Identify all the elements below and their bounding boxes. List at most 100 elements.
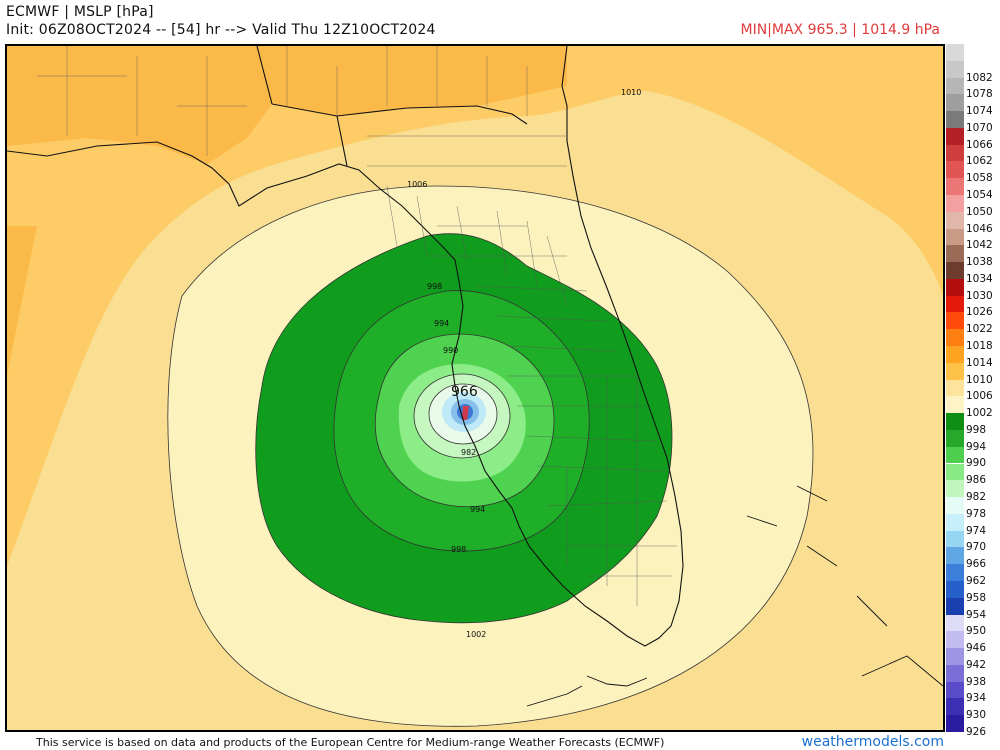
legend-swatch (946, 77, 964, 95)
legend-entry: 994 (946, 429, 1000, 452)
legend-entry: 982 (946, 480, 1000, 503)
legend-swatch (946, 144, 964, 162)
legend-swatch (946, 161, 964, 179)
legend-swatch (946, 94, 964, 112)
init-valid-time: Init: 06Z08OCT2024 -- [54] hr --> Valid … (6, 22, 436, 38)
legend-label: 982 (966, 491, 987, 504)
legend-label: 1078 (966, 88, 993, 101)
legend-swatch (946, 698, 964, 716)
legend-label: 990 (966, 457, 987, 470)
legend-swatch (946, 513, 964, 531)
legend-label: 954 (966, 608, 987, 621)
legend-label: 958 (966, 591, 987, 604)
legend-entry: 1042 (946, 228, 1000, 251)
legend-entry: 950 (946, 614, 1000, 637)
legend-entry: 1006 (946, 379, 1000, 402)
legend-entry: 926 (946, 715, 1000, 737)
legend-entry: 946 (946, 631, 1000, 654)
legend-swatch (946, 228, 964, 246)
legend-swatch (946, 329, 964, 347)
legend-entry: 978 (946, 497, 1000, 519)
legend-label: 1010 (966, 373, 993, 386)
legend-label: 1042 (966, 239, 993, 252)
legend-label: 1062 (966, 155, 993, 168)
legend-label: 978 (966, 507, 987, 520)
contour-label: 994 (434, 319, 449, 328)
legend-entry: 1062 (946, 144, 1000, 167)
legend-entry: 942 (946, 648, 1000, 670)
legend-entry: 1058 (946, 161, 1000, 184)
legend-entry: 1046 (946, 211, 1000, 234)
legend-label: 970 (966, 541, 987, 554)
legend-entry: 990 (946, 446, 1000, 469)
legend-label: 1014 (966, 356, 993, 369)
contour-label-layer: 1010 1006 998 994 990 966 982 994 998 10… (407, 88, 641, 639)
legend-label: 938 (966, 675, 987, 688)
contour-label: 1010 (621, 88, 641, 97)
legend-swatch (946, 614, 964, 632)
county-lines (37, 46, 677, 606)
legend-swatch (946, 597, 964, 615)
pressure-legend: 1082 1078 1074 1070 1066 1062 1058 1054 1050 1046… (946, 44, 1000, 737)
legend-entry: 998 (946, 413, 1000, 435)
legend-swatch (946, 715, 964, 732)
legend-swatch (946, 530, 964, 548)
legend-swatch (946, 463, 964, 481)
legend-swatch (946, 44, 964, 61)
legend-swatch (946, 211, 964, 229)
contour-label: 990 (443, 346, 458, 355)
map-title: ECMWF | MSLP [hPa] (6, 4, 154, 20)
legend-swatch (946, 362, 964, 380)
legend-swatch (946, 127, 964, 145)
legend-entry: 966 (946, 547, 1000, 570)
band-1014-west (7, 226, 37, 376)
legend-swatch (946, 446, 964, 464)
legend-entry: 970 (946, 530, 1000, 553)
coastlines (7, 46, 684, 647)
legend-swatch (946, 379, 964, 397)
legend-swatch (946, 480, 964, 498)
legend-swatch (946, 648, 964, 665)
legend-label: 994 (966, 440, 987, 453)
legend-label: 942 (966, 658, 987, 671)
legend-swatch (946, 580, 964, 598)
legend-entry: 1030 (946, 278, 1000, 301)
legend-entry (946, 44, 1000, 61)
map-canvas: 1010 1006 998 994 990 966 982 994 998 10… (7, 46, 943, 730)
legend-label: 946 (966, 642, 987, 655)
legend-label: 962 (966, 574, 987, 587)
legend-entry: 1038 (946, 245, 1000, 268)
legend-entry: 1002 (946, 396, 1000, 419)
legend-swatch (946, 497, 964, 514)
brand-link[interactable]: weathermodels.com (801, 734, 944, 750)
legend-swatch (946, 178, 964, 195)
legend-label: 1058 (966, 172, 993, 185)
legend-swatch (946, 245, 964, 263)
legend-label: 1070 (966, 121, 993, 134)
storm-center-marker (462, 406, 469, 420)
islands (526, 485, 943, 707)
legend-entry: 930 (946, 698, 1000, 721)
ecmwf-attribution: This service is based on data and produc… (36, 736, 665, 749)
legend-label: 1018 (966, 340, 993, 353)
legend-entry: 1050 (946, 195, 1000, 217)
isobar-lines (167, 185, 814, 727)
legend-label: 1006 (966, 390, 993, 403)
contour-label: 1002 (466, 630, 486, 639)
legend-swatch (946, 547, 964, 565)
contour-label: 982 (461, 448, 476, 457)
legend-label: 1066 (966, 138, 993, 151)
legend-entry: 962 (946, 564, 1000, 586)
legend-swatch (946, 346, 964, 363)
legend-label: 1074 (966, 105, 993, 118)
legend-entry: 986 (946, 463, 1000, 486)
legend-swatch (946, 295, 964, 313)
legend-label: 998 (966, 423, 987, 436)
legend-swatch (946, 312, 964, 330)
legend-label: 1002 (966, 407, 993, 420)
legend-entry: 1026 (946, 295, 1000, 318)
legend-entry: 974 (946, 513, 1000, 536)
legend-label: 966 (966, 558, 987, 571)
legend-entry: 938 (946, 664, 1000, 687)
legend-entry: 934 (946, 681, 1000, 704)
